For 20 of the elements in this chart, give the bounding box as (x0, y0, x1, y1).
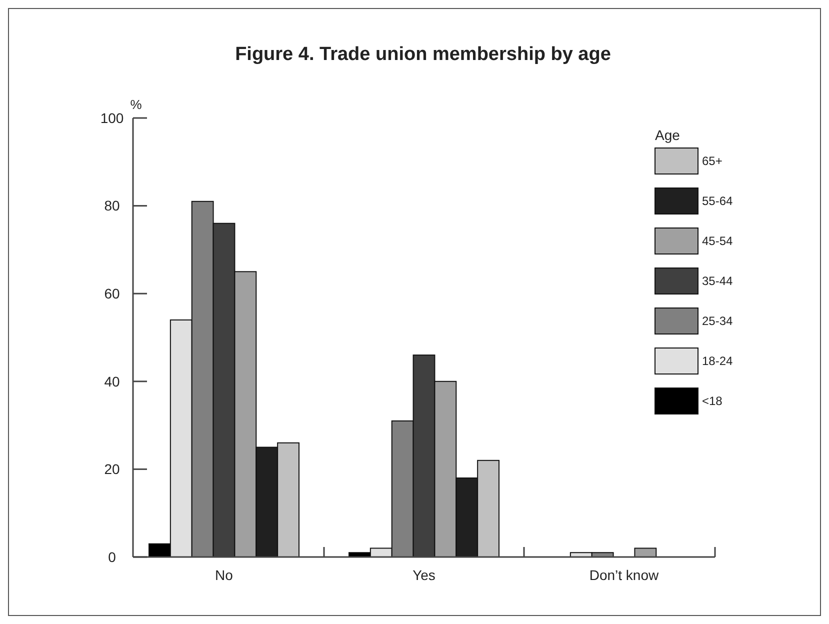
y-tick-label: 60 (104, 286, 120, 302)
y-tick-label: 20 (104, 461, 120, 478)
chart-title: Figure 4. Trade union membership by age (235, 44, 611, 65)
y-tick-label: 80 (104, 198, 120, 214)
bar (634, 548, 657, 558)
legend-label: 18-24 (702, 354, 734, 368)
legend-label: 55-64 (702, 194, 734, 208)
legend-label: 25-34 (702, 314, 734, 328)
x-tick-label: Yes (412, 567, 436, 583)
legend-title: Age (655, 127, 680, 143)
y-tick-label: 40 (104, 373, 120, 390)
legend-label: 45-54 (702, 234, 734, 248)
y-axis-title: % (130, 97, 142, 112)
x-tick-label: No (215, 567, 234, 583)
legend-label: 35-44 (702, 274, 734, 288)
x-tick-label: Don’t know (589, 567, 660, 583)
legend-label: 65+ (702, 154, 722, 168)
y-tick-label: 100 (100, 110, 124, 126)
y-tick-label: 0 (108, 548, 116, 565)
legend-label: <18 (702, 394, 723, 408)
